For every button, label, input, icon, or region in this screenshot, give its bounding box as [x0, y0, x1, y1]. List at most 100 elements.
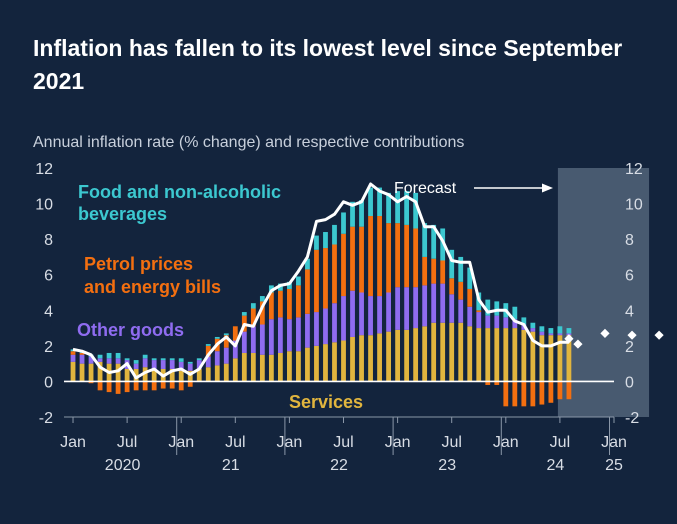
- label-other-goods: Other goods: [77, 320, 184, 340]
- year-label: 2020: [105, 457, 141, 474]
- y-tick-right-0: 0: [625, 374, 634, 391]
- bar-other-goods-2022-04: [314, 312, 319, 346]
- bar-food-and-non-alcoholic-beverages-2024-06: [548, 328, 554, 334]
- forecast-point-2024-09: [573, 339, 583, 349]
- forecast-label: Forecast: [394, 180, 457, 197]
- label-services: Services: [289, 392, 363, 412]
- bar-other-goods-2021-07: [232, 340, 238, 359]
- bar-food-and-non-alcoholic-beverages-2022-05: [323, 232, 328, 249]
- bar-petrol-prices-and-energy-bills-2022-08: [350, 226, 355, 291]
- bar-petrol-prices-and-energy-bills-2022-10: [368, 216, 373, 297]
- bar-services-2020-04: [97, 361, 103, 382]
- bar-petrol-prices-and-energy-bills-2022-05: [323, 248, 328, 309]
- year-label: 21: [222, 457, 240, 474]
- bar-petrol-prices-and-energy-bills-2024-08: [566, 381, 572, 400]
- bar-petrol-prices-and-energy-bills-2023-08: [458, 281, 464, 300]
- bar-petrol-prices-and-energy-bills-2021-01: [178, 381, 184, 391]
- bar-services-2020-06: [115, 363, 121, 382]
- bar-other-goods-2020-04: [97, 358, 103, 362]
- x-axis: Jan Jul Jan Jul Jan Jul Jan Jul Jan Jul Jan 2020 21 2…: [60, 416, 627, 474]
- bar-other-goods-2021-05: [214, 351, 220, 366]
- y-tick-right-4: 4: [625, 303, 634, 320]
- contribution-bars: [70, 187, 572, 407]
- bar-other-goods-2022-02: [296, 317, 301, 352]
- bar-other-goods-2023-05: [431, 283, 437, 323]
- forecast-point-2024-12: [600, 328, 610, 339]
- bar-services-2023-06: [440, 322, 446, 382]
- bar-services-2021-02: [187, 370, 193, 382]
- bar-petrol-prices-and-energy-bills-2021-02: [187, 381, 193, 387]
- bar-services-2021-05: [214, 365, 220, 382]
- bar-other-goods-2020-08: [133, 363, 139, 369]
- bar-other-goods-2020-01: [70, 354, 76, 362]
- bar-food-and-non-alcoholic-beverages-2023-05: [431, 224, 437, 259]
- bar-other-goods-2023-11: [485, 315, 491, 329]
- x-tick-label: Jan: [60, 434, 86, 451]
- bar-petrol-prices-and-energy-bills-2020-11: [160, 381, 166, 389]
- y-tick-left-6: 6: [44, 268, 53, 285]
- bar-petrol-prices-and-energy-bills-2023-07: [449, 278, 455, 295]
- bar-food-and-non-alcoholic-beverages-2021-06: [223, 333, 229, 336]
- label-line: Services: [289, 392, 363, 412]
- bar-other-goods-2023-07: [449, 294, 455, 323]
- bar-food-and-non-alcoholic-beverages-2022-04: [314, 235, 319, 250]
- bar-services-2023-11: [485, 328, 491, 382]
- bar-petrol-prices-and-energy-bills-2021-12: [277, 290, 283, 318]
- bar-food-and-non-alcoholic-beverages-2023-03: [413, 192, 419, 229]
- bar-petrol-prices-and-energy-bills-2024-02: [512, 381, 518, 407]
- bar-food-and-non-alcoholic-beverages-2020-05: [106, 352, 112, 359]
- bar-petrol-prices-and-energy-bills-2024-01: [503, 381, 509, 407]
- x-tick-label: Jan: [277, 434, 303, 451]
- bar-other-goods-2022-06: [332, 303, 337, 343]
- bar-food-and-non-alcoholic-beverages-2023-06: [440, 228, 446, 261]
- bar-other-goods-2023-03: [413, 287, 419, 329]
- bar-services-2023-10: [476, 328, 482, 382]
- bar-services-2021-08: [241, 352, 247, 382]
- bar-services-2023-02: [404, 329, 410, 382]
- bar-services-2021-12: [277, 352, 283, 382]
- bar-petrol-prices-and-energy-bills-2022-06: [332, 244, 337, 304]
- bar-petrol-prices-and-energy-bills-2023-11: [485, 381, 491, 385]
- bar-services-2020-09: [142, 367, 148, 382]
- label-petrol-prices-and-energy-bills: Petrol prices and energy bills: [84, 254, 221, 297]
- x-tick-label: Jul: [225, 434, 245, 451]
- y-tick-right-10: 10: [625, 197, 643, 214]
- bar-services-2020-02: [79, 363, 85, 382]
- bar-food-and-non-alcoholic-beverages-2022-01: [287, 281, 292, 289]
- bar-other-goods-2021-12: [277, 317, 283, 353]
- bar-services-2022-06: [332, 342, 337, 382]
- bar-other-goods-2020-11: [160, 360, 166, 369]
- bar-services-2022-05: [323, 344, 328, 382]
- bar-petrol-prices-and-energy-bills-2023-01: [395, 223, 401, 288]
- bar-other-goods-2022-12: [386, 292, 391, 332]
- bar-food-and-non-alcoholic-beverages-2021-04: [205, 344, 211, 346]
- bar-other-goods-2023-01: [395, 287, 401, 330]
- bar-other-goods-2020-05: [106, 358, 112, 364]
- bar-services-2024-03: [521, 329, 527, 382]
- bar-other-goods-2020-10: [151, 360, 157, 369]
- y-tick-left-12: 12: [35, 161, 53, 178]
- y-tick-right-2: 2: [625, 339, 634, 356]
- bar-petrol-prices-and-energy-bills-2021-09: [250, 308, 256, 327]
- bar-services-2023-01: [395, 329, 401, 382]
- bar-services-2024-05: [539, 335, 545, 382]
- label-line: Other goods: [77, 320, 184, 340]
- bar-services-2023-04: [422, 326, 428, 382]
- bar-food-and-non-alcoholic-beverages-2023-07: [449, 249, 455, 279]
- bar-food-and-non-alcoholic-beverages-2023-12: [494, 301, 500, 316]
- y-tick-right-8: 8: [625, 232, 634, 249]
- bar-petrol-prices-and-energy-bills-2020-09: [142, 381, 148, 391]
- bar-food-and-non-alcoholic-beverages-2023-09: [467, 267, 473, 289]
- bar-petrol-prices-and-energy-bills-2022-02: [296, 285, 301, 318]
- bar-petrol-prices-and-energy-bills-2022-07: [341, 233, 346, 297]
- bar-petrol-prices-and-energy-bills-2021-11: [268, 292, 274, 320]
- bar-food-and-non-alcoholic-beverages-2024-08: [566, 328, 572, 334]
- y-axis-right: -2 0 2 4 6 8 10 12: [625, 161, 643, 427]
- bar-services-2020-12: [169, 368, 175, 382]
- bar-petrol-prices-and-energy-bills-2022-03: [305, 269, 310, 314]
- bar-services-2021-04: [205, 367, 211, 382]
- bar-petrol-prices-and-energy-bills-2020-06: [115, 381, 121, 394]
- bar-food-and-non-alcoholic-beverages-2024-05: [539, 326, 545, 332]
- bar-other-goods-2022-03: [305, 313, 310, 348]
- bar-food-and-non-alcoholic-beverages-2020-06: [115, 352, 121, 359]
